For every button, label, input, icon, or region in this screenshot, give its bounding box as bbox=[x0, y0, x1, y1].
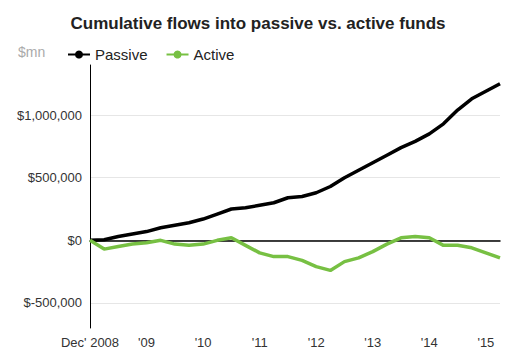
svg-text:$1,000,000: $1,000,000 bbox=[17, 108, 82, 123]
svg-text:'14: '14 bbox=[421, 335, 438, 350]
svg-text:$-500,000: $-500,000 bbox=[23, 295, 82, 310]
svg-text:'12: '12 bbox=[308, 335, 325, 350]
svg-text:Cumulative flows into passive: Cumulative flows into passive vs. active… bbox=[70, 14, 445, 33]
svg-text:'13: '13 bbox=[364, 335, 381, 350]
svg-text:'09: '09 bbox=[138, 335, 155, 350]
svg-text:Active: Active bbox=[194, 46, 235, 63]
svg-text:'15: '15 bbox=[477, 335, 494, 350]
svg-text:Dec' 2008: Dec' 2008 bbox=[61, 335, 119, 350]
svg-text:Passive: Passive bbox=[95, 46, 148, 63]
svg-text:$mn: $mn bbox=[18, 44, 45, 60]
svg-text:$500,000: $500,000 bbox=[28, 170, 82, 185]
svg-text:'10: '10 bbox=[195, 335, 212, 350]
svg-text:$0: $0 bbox=[68, 233, 82, 248]
svg-text:'11: '11 bbox=[252, 335, 268, 350]
